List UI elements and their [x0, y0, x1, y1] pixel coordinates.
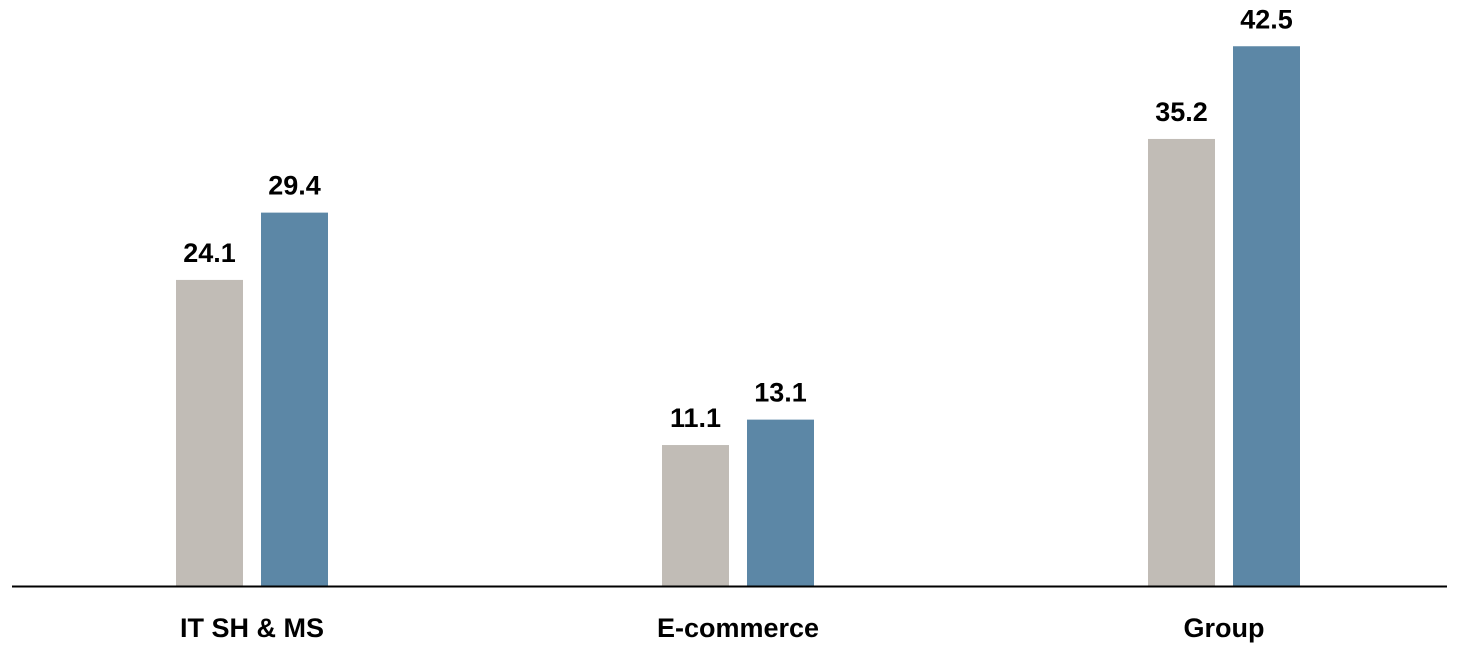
- bar-series-2-2: [747, 419, 814, 586]
- bar-series-1-3: [1148, 138, 1215, 586]
- data-label-series-1-3: 35.2: [1155, 97, 1208, 127]
- data-label-series-1-2: 11.1: [670, 403, 721, 433]
- bar-series-2-3: [1233, 46, 1300, 586]
- category-label-3: Group: [1184, 613, 1265, 643]
- data-label-series-2-3: 42.5: [1240, 4, 1293, 34]
- category-labels-group: IT SH & MS E-commerce Group: [180, 613, 1265, 643]
- category-label-2: E-commerce: [657, 613, 819, 643]
- bar-series-1-2: [662, 445, 729, 586]
- value-labels-group: 24.1 29.4 11.1 13.1 35.2 42.5: [183, 4, 1293, 433]
- data-label-series-2-1: 29.4: [268, 171, 321, 201]
- bar-series-1-1: [176, 279, 243, 586]
- data-label-series-1-1: 24.1: [183, 238, 236, 268]
- data-label-series-2-2: 13.1: [754, 378, 807, 408]
- category-label-1: IT SH & MS: [180, 613, 324, 643]
- bar-series-2-1: [261, 212, 328, 586]
- bars-group: [176, 46, 1300, 586]
